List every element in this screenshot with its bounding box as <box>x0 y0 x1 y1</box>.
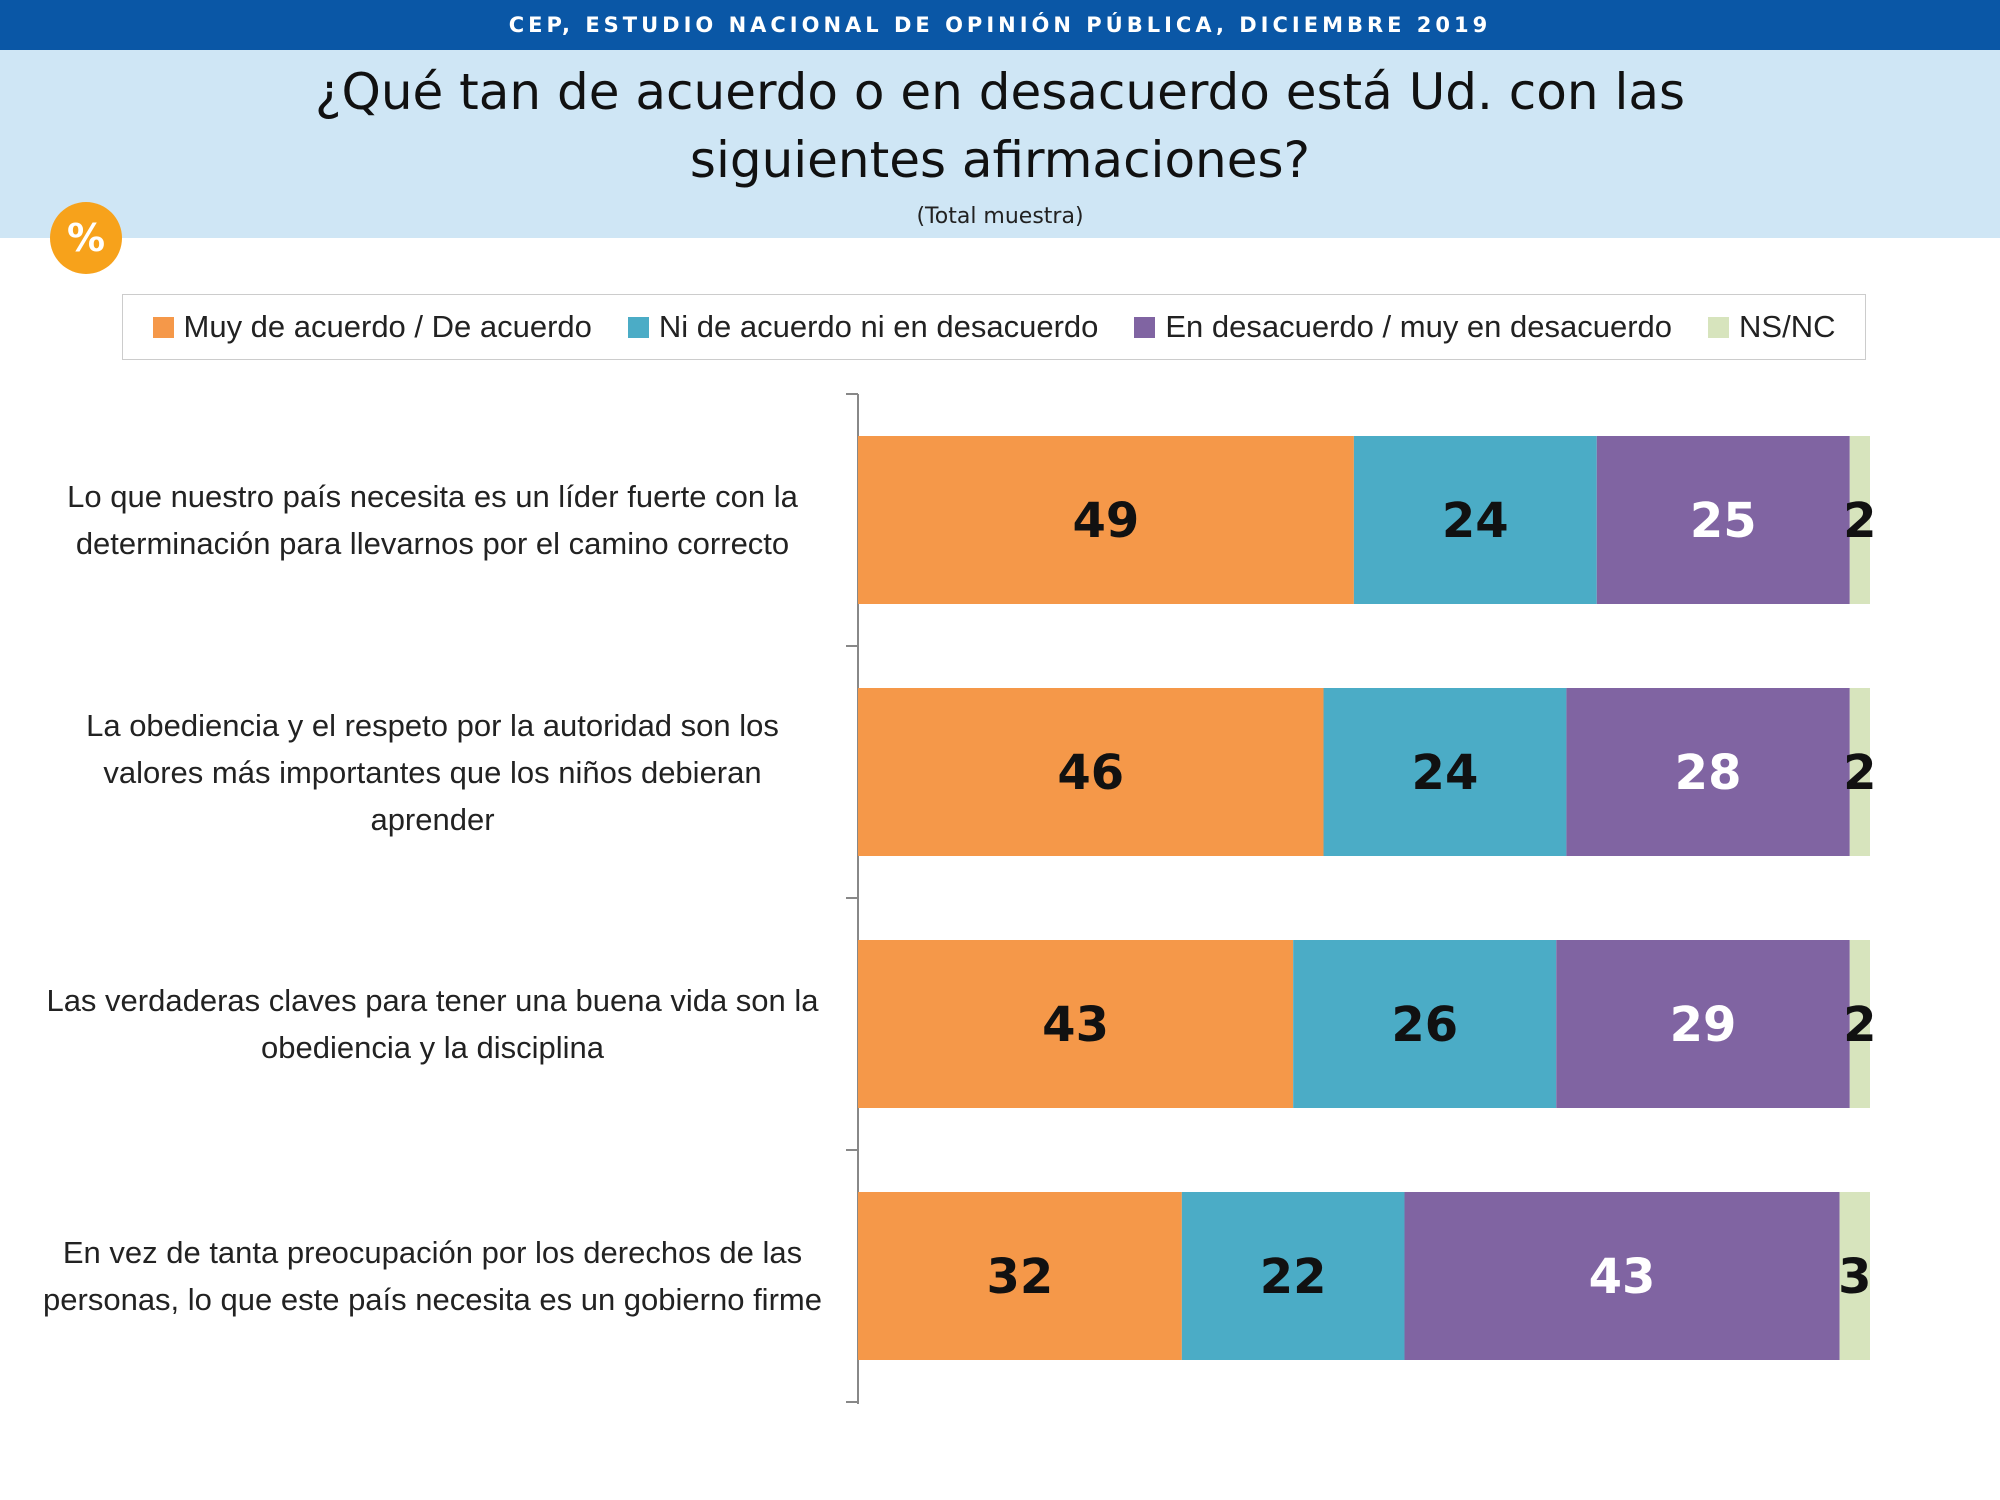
category-label: En vez de tanta preocupación por los der… <box>43 1235 822 1317</box>
legend-label: En desacuerdo / muy en desacuerdo <box>1165 309 1673 344</box>
data-label: 43 <box>1042 997 1109 1053</box>
data-label: 28 <box>1675 745 1742 801</box>
source-text: CEP, ESTUDIO NACIONAL DE OPINIÓN PÚBLICA… <box>508 13 1492 37</box>
data-label: 32 <box>987 1249 1054 1305</box>
bar-segment <box>1849 940 1870 1108</box>
legend-swatch <box>152 316 174 338</box>
bar-segment <box>1181 1192 1405 1360</box>
bar-segment <box>1566 688 1850 856</box>
legend-label: Ni de acuerdo ni en desacuerdo <box>658 309 1099 344</box>
bar-segment <box>858 436 1354 604</box>
category-label: Lo que nuestro país necesita es un líder… <box>67 479 798 561</box>
chart-subtitle: (Total muestra) <box>916 204 1084 229</box>
bar-segment <box>1849 436 1870 604</box>
data-label: 49 <box>1073 493 1140 549</box>
bar-segment <box>1353 436 1597 604</box>
data-label: 24 <box>1412 745 1479 801</box>
bar-segment <box>1556 940 1850 1108</box>
percent-icon: % <box>66 216 106 260</box>
data-label: 22 <box>1260 1249 1327 1305</box>
legend-item: Ni de acuerdo ni en desacuerdo <box>627 309 1099 345</box>
data-label: 25 <box>1690 493 1757 549</box>
bar-segment <box>1839 1192 1870 1360</box>
data-label: 3 <box>1838 1249 1871 1305</box>
legend-swatch <box>1134 316 1156 338</box>
bar-segment <box>1323 688 1567 856</box>
bar-segment <box>858 688 1324 856</box>
bar-segment <box>858 940 1294 1108</box>
bar-segment <box>1849 688 1870 856</box>
data-label: 43 <box>1589 1249 1656 1305</box>
legend-swatch <box>1708 316 1730 338</box>
category-label: La obediencia y el respeto por la autori… <box>86 707 779 837</box>
category-label: Las verdaderas claves para tener una bue… <box>46 983 819 1065</box>
legend-item: NS/NC <box>1708 309 1835 345</box>
data-label: 26 <box>1391 997 1458 1053</box>
data-label: 2 <box>1843 997 1876 1053</box>
chart-title: ¿Qué tan de acuerdo o en desacuerdo está… <box>314 63 1686 189</box>
source-banner: CEP, ESTUDIO NACIONAL DE OPINIÓN PÚBLICA… <box>0 0 2000 50</box>
percent-badge: % <box>50 202 122 274</box>
legend-label: Muy de acuerdo / De acuerdo <box>183 309 592 344</box>
bar-segment <box>1293 940 1557 1108</box>
legend-label: NS/NC <box>1739 309 1836 344</box>
legend-item: Muy de acuerdo / De acuerdo <box>152 309 592 345</box>
chart-legend: Muy de acuerdo / De acuerdo Ni de acuerdo… <box>122 294 1866 360</box>
bar-segment <box>1404 1192 1840 1360</box>
data-label: 2 <box>1843 745 1876 801</box>
bar-segment <box>858 1192 1182 1360</box>
legend-swatch <box>627 316 649 338</box>
data-label: 46 <box>1057 745 1124 801</box>
data-label: 2 <box>1843 493 1876 549</box>
data-label: 24 <box>1442 493 1509 549</box>
bar-segment <box>1596 436 1850 604</box>
title-panel <box>0 50 2000 238</box>
data-label: 29 <box>1670 997 1737 1053</box>
legend-item: En desacuerdo / muy en desacuerdo <box>1134 309 1672 345</box>
